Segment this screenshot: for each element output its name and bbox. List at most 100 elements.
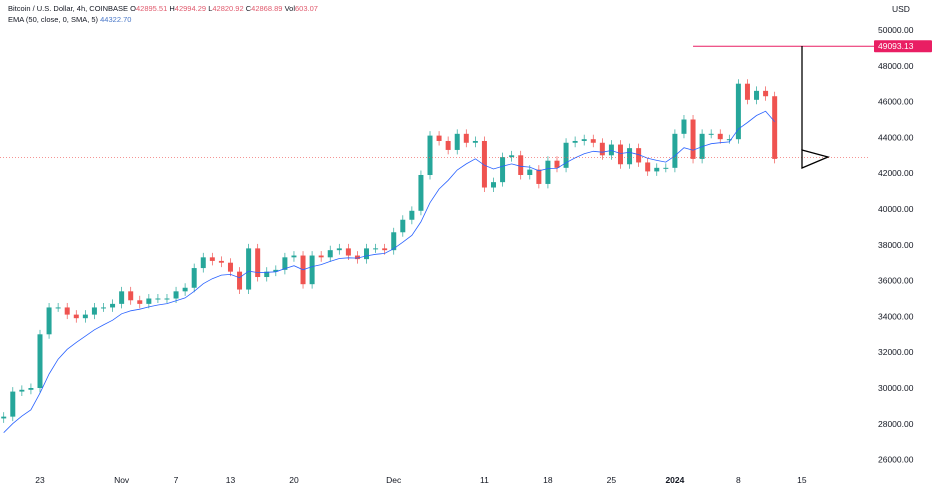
candle-body xyxy=(554,160,560,168)
y-tick-label: 42000.00 xyxy=(878,168,914,178)
candle-body xyxy=(110,303,116,308)
candle-body xyxy=(617,144,623,165)
candle-body xyxy=(454,133,460,150)
x-tick-label: 15 xyxy=(797,475,807,485)
candle-body xyxy=(100,307,106,309)
y-tick-label: 32000.00 xyxy=(878,347,914,357)
candle-body xyxy=(572,140,578,143)
candle-body xyxy=(364,248,370,260)
candle-body xyxy=(518,155,524,175)
high-label: H xyxy=(169,4,175,13)
open-label: O xyxy=(130,4,136,13)
x-tick-label: 23 xyxy=(35,475,45,485)
candle-body xyxy=(409,210,415,220)
x-tick-label: 13 xyxy=(226,475,236,485)
candle-body xyxy=(209,257,215,261)
candle-body xyxy=(400,219,406,233)
candle-body xyxy=(627,148,633,165)
x-tick-label: 18 xyxy=(543,475,553,485)
candle-body xyxy=(581,139,587,141)
ema-line xyxy=(3,110,776,433)
close-value: 42868.89 xyxy=(251,4,283,13)
x-tick-label: Dec xyxy=(386,475,402,485)
high-value: 42994.29 xyxy=(174,4,207,13)
y-tick-label: 50000.00 xyxy=(878,25,914,35)
candle-body xyxy=(726,139,732,141)
level-price-badge xyxy=(874,40,932,53)
candle-body xyxy=(246,248,252,290)
candle-body xyxy=(491,182,496,188)
candle-body xyxy=(291,255,297,258)
x-tick-label: 7 xyxy=(174,475,179,485)
candle-body xyxy=(590,139,596,143)
candle-body xyxy=(327,250,333,258)
candle-body xyxy=(155,298,161,300)
candle-body xyxy=(672,133,678,168)
candle-body xyxy=(735,83,741,140)
candle-body xyxy=(436,135,442,141)
y-tick-label: 46000.00 xyxy=(878,97,914,107)
y-tick-label: 26000.00 xyxy=(878,455,914,465)
candle-body xyxy=(481,140,487,188)
x-tick-label: 2024 xyxy=(665,475,684,485)
indicator-title: EMA (50, close, 0, SMA, 5) xyxy=(8,15,99,24)
y-tick-label: 48000.00 xyxy=(878,61,914,71)
x-tick-label: 11 xyxy=(480,475,489,485)
candle-body xyxy=(200,257,206,269)
x-tick-label: Nov xyxy=(114,475,130,485)
candle-body xyxy=(164,298,170,300)
vol-value: 603.07 xyxy=(295,4,318,13)
candle-body xyxy=(119,291,125,304)
chart-legend: Bitcoin / U.S. Dollar, 4h, COINBASE O428… xyxy=(8,3,318,25)
x-tick-label: 25 xyxy=(607,475,617,485)
y-tick-label: 44000.00 xyxy=(878,132,914,142)
indicator-row: EMA (50, close, 0, SMA, 5) 44322.70 xyxy=(8,14,318,25)
y-tick-label: 40000.00 xyxy=(878,204,914,214)
open-value: 42895.51 xyxy=(135,4,168,13)
y-tick-label: 30000.00 xyxy=(878,383,914,393)
y-tick-label: 28000.00 xyxy=(878,419,914,429)
candle-body xyxy=(28,388,34,390)
candle-body xyxy=(463,133,469,143)
level-price-label: 49093.13 xyxy=(878,41,914,51)
candle-body xyxy=(128,291,134,301)
candle-body xyxy=(717,133,723,140)
candle-body xyxy=(527,169,533,175)
candle-body xyxy=(763,90,769,97)
candle-body xyxy=(427,135,433,175)
candle-body xyxy=(663,167,669,169)
y-tick-label: 36000.00 xyxy=(878,276,914,286)
candle-body xyxy=(19,389,25,392)
symbol-title: Bitcoin / U.S. Dollar, 4h, COINBASE xyxy=(8,4,129,13)
candle-body xyxy=(10,391,16,417)
price-axis[interactable] xyxy=(868,0,942,490)
y-tick-label: 34000.00 xyxy=(878,311,914,321)
candle-body xyxy=(382,248,388,251)
candle-body xyxy=(64,307,70,315)
candle-body xyxy=(318,255,324,258)
candle-body xyxy=(681,119,687,134)
candle-body xyxy=(744,83,750,100)
candle-body xyxy=(754,90,760,100)
pennant-triangle-drawing[interactable] xyxy=(801,149,830,169)
candle-body xyxy=(255,248,261,278)
candle-body xyxy=(545,160,551,184)
candle-body xyxy=(146,298,152,304)
x-tick-label: 20 xyxy=(289,475,299,485)
candle-body xyxy=(608,144,614,156)
candle-body xyxy=(82,314,88,319)
candle-body xyxy=(654,167,660,172)
candle-body xyxy=(227,262,233,272)
candle-body xyxy=(772,96,778,159)
candle-body xyxy=(599,142,605,156)
low-value: 42820.92 xyxy=(212,4,244,13)
candle-body xyxy=(472,140,478,143)
candle-body xyxy=(55,307,61,309)
candle-body xyxy=(137,300,143,304)
currency-label: USD xyxy=(892,4,910,14)
candle-body xyxy=(218,260,224,263)
candle-body xyxy=(445,140,451,150)
indicator-value: 44322.70 xyxy=(100,15,132,24)
candle-body xyxy=(373,248,379,250)
